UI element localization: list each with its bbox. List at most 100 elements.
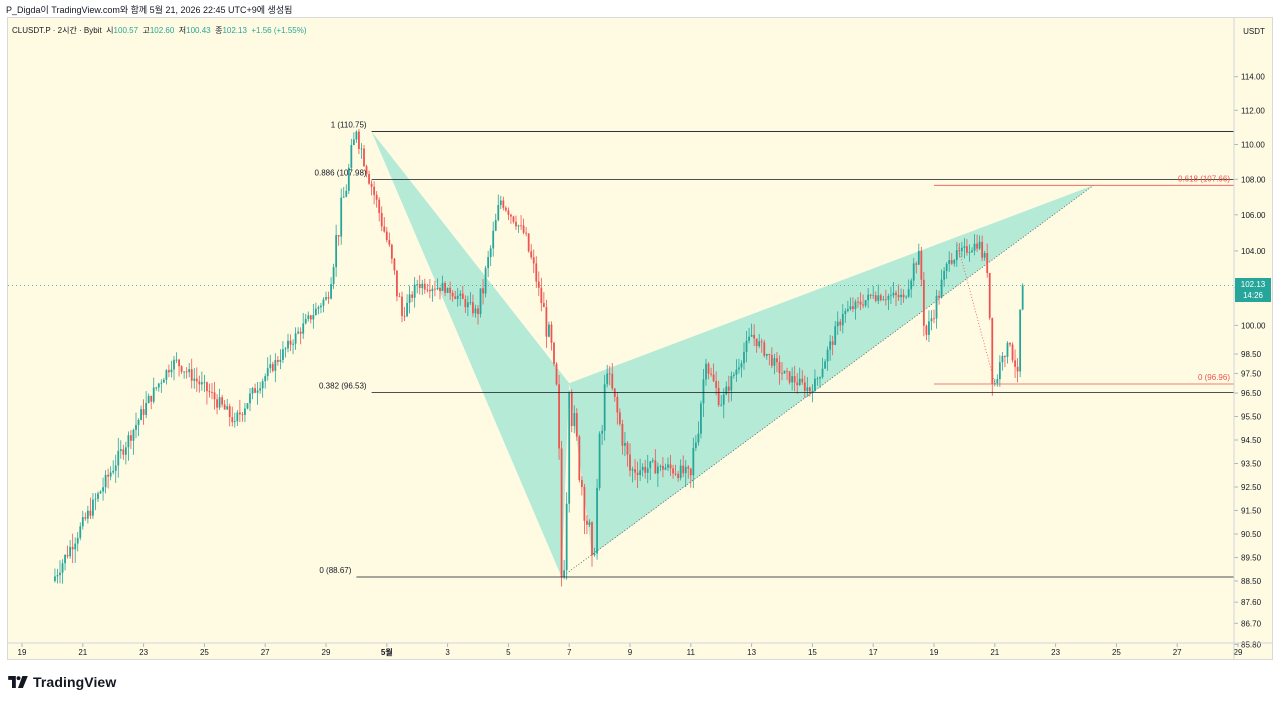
target-level-label: 0 (96.96) <box>1198 373 1230 382</box>
candle-body <box>857 301 859 303</box>
axis-currency: USDT <box>1243 27 1265 36</box>
candle-body <box>54 576 56 581</box>
candle-body <box>611 373 614 389</box>
candle-body <box>973 243 976 251</box>
candle-body <box>492 230 495 249</box>
candle-body <box>656 466 659 474</box>
candle-body <box>943 270 946 280</box>
candle-body <box>363 148 365 167</box>
y-tick-label: 92.50 <box>1241 483 1262 492</box>
candle-body <box>355 131 358 140</box>
symbol-name[interactable]: CLUSDT.P · 2시간 · Bybit <box>12 26 102 35</box>
x-tick-label: 19 <box>930 648 939 657</box>
candle-body <box>358 131 360 150</box>
candle-body <box>895 292 897 295</box>
candle-body <box>449 287 452 294</box>
last-price-value: 102.13 <box>1240 280 1266 290</box>
candle-body <box>672 468 674 474</box>
candle-body <box>596 487 598 554</box>
candle-body <box>753 334 756 339</box>
candle-body <box>971 250 973 253</box>
candle-body <box>765 353 768 356</box>
y-tick-label: 93.50 <box>1241 460 1262 469</box>
candle-body <box>955 250 958 261</box>
y-tick-label: 85.80 <box>1241 640 1262 649</box>
candle-body <box>147 395 150 404</box>
candle-body <box>568 393 571 504</box>
candle-body <box>854 301 857 310</box>
candle-body <box>758 341 761 347</box>
candle-body <box>261 381 264 389</box>
candle-body <box>735 369 738 375</box>
candle-body <box>573 413 576 427</box>
candle-body <box>882 299 885 301</box>
candle-body <box>727 386 730 391</box>
candle-body <box>697 433 700 443</box>
candle-body <box>294 333 297 344</box>
candle-body <box>687 466 690 469</box>
candle-body <box>497 205 500 221</box>
candle-body <box>839 321 842 326</box>
candle-body <box>256 390 259 393</box>
candle-body <box>770 355 773 366</box>
candle-body <box>482 288 484 294</box>
candle-body <box>991 317 994 384</box>
candle-body <box>803 382 806 391</box>
x-tick-label: 19 <box>18 648 27 657</box>
candle-body <box>461 293 464 300</box>
candle-body <box>190 369 193 381</box>
candle-body <box>831 341 834 345</box>
candle-body <box>297 331 300 334</box>
candle-body <box>1021 285 1024 310</box>
candle-body <box>142 409 145 415</box>
candle-body <box>608 373 611 375</box>
candle-body <box>211 392 213 393</box>
candle-body <box>466 302 469 308</box>
candle-body <box>646 468 649 473</box>
x-tick-label: 11 <box>687 648 696 657</box>
candle-body <box>86 510 89 519</box>
candle-body <box>915 263 918 265</box>
tradingview-logo-icon <box>8 676 28 688</box>
candle-body <box>413 284 416 298</box>
bar-countdown: 14:26 <box>1242 291 1264 301</box>
x-tick-label: 17 <box>869 648 878 657</box>
candle-body <box>173 359 175 370</box>
candle-body <box>370 183 373 187</box>
candle-body <box>160 382 163 384</box>
candle-body <box>603 384 606 431</box>
x-tick-label: 15 <box>808 648 817 657</box>
candle-body <box>720 404 723 406</box>
chart-frame[interactable] <box>7 17 1273 660</box>
candle-body <box>712 374 715 382</box>
x-tick-label: 27 <box>261 648 270 657</box>
candle-body <box>922 279 925 326</box>
candle-body <box>715 381 718 388</box>
low-label: 저 <box>178 26 187 35</box>
candle-body <box>710 373 712 375</box>
x-tick-label: 29 <box>1234 648 1243 657</box>
brand[interactable]: TradingView <box>8 674 116 690</box>
candle-body <box>522 225 525 233</box>
candle-body <box>56 575 59 577</box>
x-tick-label: 13 <box>747 648 756 657</box>
fib-level-label: 0.382 (96.53) <box>319 381 367 390</box>
candle-body <box>816 378 819 380</box>
candle-body <box>601 430 604 434</box>
candle-body <box>193 378 196 381</box>
fib-level-label: 0.886 (107.98) <box>315 169 367 178</box>
candle-body <box>874 295 877 301</box>
candle-body <box>383 226 386 232</box>
candle-body <box>836 321 839 327</box>
candle-body <box>986 253 989 273</box>
candle-body <box>689 468 692 476</box>
pattern-xab-triangle <box>371 131 570 578</box>
candle-body <box>150 395 153 402</box>
candle-body <box>682 465 685 474</box>
candle-body <box>1006 342 1009 357</box>
candle-body <box>791 376 794 383</box>
candle-body <box>796 382 799 386</box>
candle-body <box>464 299 467 308</box>
candle-body <box>616 396 619 413</box>
